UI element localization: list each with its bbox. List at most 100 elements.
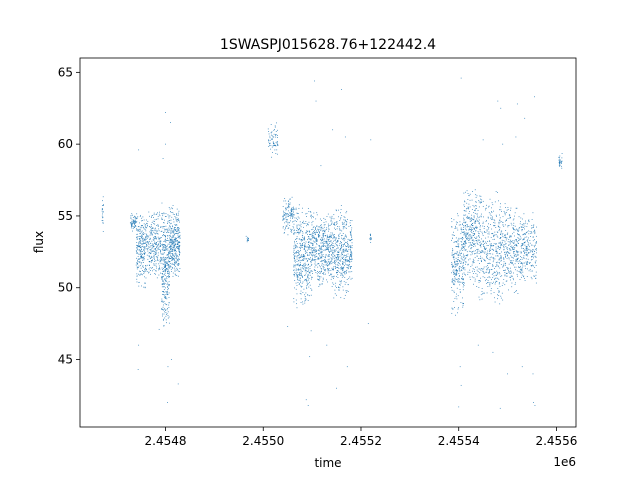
data-point [322, 277, 324, 279]
data-point [531, 231, 532, 233]
data-point [491, 273, 493, 275]
data-point [531, 256, 532, 258]
data-point [135, 264, 137, 266]
data-point [532, 249, 533, 251]
data-point [300, 250, 301, 251]
data-point [293, 214, 295, 216]
data-point [482, 276, 484, 278]
data-point [131, 223, 133, 225]
data-point [348, 265, 350, 267]
data-point [460, 224, 461, 226]
data-point [485, 237, 487, 239]
data-point [167, 289, 169, 291]
data-point [342, 261, 344, 262]
data-point [156, 244, 157, 245]
data-point [162, 235, 163, 237]
data-point [452, 270, 454, 272]
data-point [468, 228, 470, 230]
data-point [493, 210, 494, 212]
data-point [177, 226, 178, 228]
data-point [172, 226, 174, 228]
data-point [475, 250, 476, 252]
data-point [158, 246, 160, 248]
data-point [176, 244, 178, 245]
data-point [270, 124, 272, 125]
data-point [343, 259, 344, 261]
data-point [336, 287, 337, 288]
data-point [463, 262, 464, 263]
data-point [343, 251, 345, 253]
data-point [157, 240, 159, 242]
data-point [480, 243, 482, 245]
data-point [498, 271, 500, 273]
data-point [136, 275, 138, 277]
data-point [301, 212, 303, 213]
data-point [327, 268, 329, 270]
data-point [335, 282, 337, 284]
data-point [487, 236, 489, 238]
data-point [492, 351, 494, 353]
data-point [534, 229, 536, 231]
data-point [468, 203, 470, 205]
data-point [453, 283, 455, 284]
data-point [334, 237, 335, 239]
data-point [319, 226, 321, 228]
data-point [501, 245, 503, 246]
data-point [147, 220, 149, 222]
data-point [317, 266, 319, 268]
data-point [285, 212, 287, 214]
data-point [336, 294, 337, 296]
data-point [521, 229, 523, 230]
data-point [504, 253, 506, 255]
data-point [169, 246, 171, 248]
data-point [142, 233, 144, 235]
data-point [535, 274, 537, 276]
data-point [561, 161, 562, 162]
data-point [302, 244, 304, 246]
data-point [478, 219, 480, 221]
data-point [298, 260, 300, 262]
data-point [476, 276, 478, 277]
data-point [527, 253, 528, 255]
data-point [321, 256, 322, 258]
data-point [466, 229, 467, 231]
data-point [142, 258, 144, 260]
data-point [480, 225, 481, 227]
data-point [320, 249, 322, 251]
data-point [455, 241, 457, 242]
data-point [512, 264, 514, 266]
data-point [156, 218, 158, 220]
data-point [284, 232, 285, 233]
data-point [345, 272, 347, 274]
data-point [463, 244, 465, 245]
data-point [342, 268, 343, 269]
data-point [514, 269, 516, 271]
data-point [310, 330, 312, 332]
data-point [477, 215, 478, 217]
data-point [300, 245, 301, 247]
data-point [508, 252, 509, 253]
data-point [323, 260, 325, 262]
data-point [157, 259, 159, 261]
data-point [491, 269, 493, 270]
data-point [336, 272, 338, 274]
data-point [309, 272, 311, 274]
data-point [136, 221, 138, 223]
data-point [516, 245, 518, 247]
data-point [510, 235, 512, 237]
data-point [277, 145, 279, 146]
data-point [138, 254, 140, 255]
data-point [141, 253, 143, 255]
data-point [294, 271, 296, 273]
data-point [466, 238, 468, 239]
data-point [509, 217, 511, 219]
data-point [295, 255, 297, 257]
data-point [499, 267, 501, 269]
data-point [342, 258, 343, 259]
data-point [351, 257, 353, 259]
data-point [346, 248, 347, 250]
data-point [341, 244, 343, 246]
data-point [477, 271, 479, 272]
data-point [139, 229, 141, 231]
data-point [312, 242, 314, 244]
